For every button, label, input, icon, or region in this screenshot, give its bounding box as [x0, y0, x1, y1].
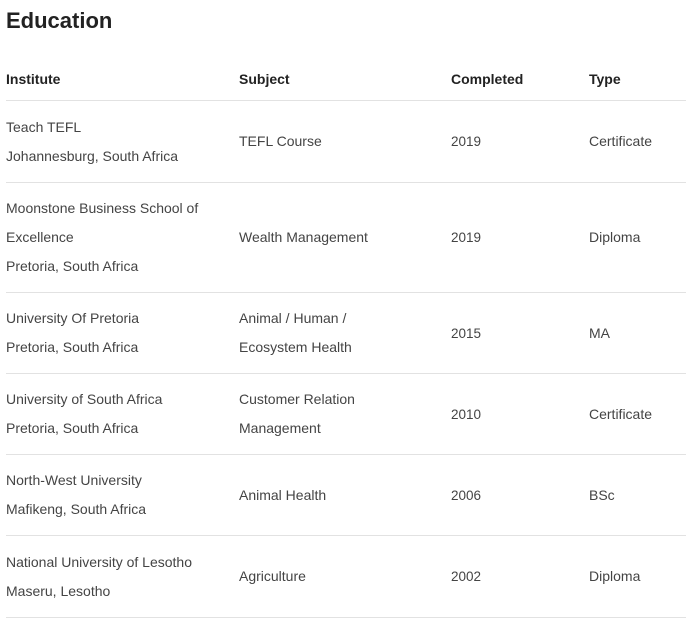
table-row: University of South Africa Pretoria, Sou… — [6, 373, 686, 455]
header-completed: Completed — [451, 58, 589, 101]
type-cell: Certificate — [589, 100, 686, 183]
table-row: National University of Lesotho Maseru, L… — [6, 535, 686, 618]
institute-cell: Teach TEFL Johannesburg, South Africa — [6, 100, 239, 183]
institute-cell: University Of Pretoria Pretoria, South A… — [6, 292, 239, 374]
institute-location: Johannesburg, South Africa — [6, 147, 179, 164]
institute-name: University Of Pretoria — [6, 310, 140, 326]
completed-cell: 2019 — [451, 182, 589, 293]
institute-cell: University of South Africa Pretoria, Sou… — [6, 373, 239, 455]
table-row: North-West University Mafikeng, South Af… — [6, 454, 686, 536]
institute-location: Pretoria, South Africa — [6, 420, 139, 436]
completed-cell: 2006 — [451, 454, 589, 536]
subject-cell: Animal / Human / Ecosystem Health — [239, 292, 451, 374]
completed-cell: 2010 — [451, 373, 589, 455]
subject-cell: Animal Health — [239, 454, 451, 536]
institute-cell: National University of Lesotho Maseru, L… — [6, 535, 239, 618]
header-type: Type — [589, 58, 686, 101]
completed-cell: 2015 — [451, 292, 589, 374]
institute-location: Pretoria, South Africa — [6, 339, 139, 355]
completed-cell: 2019 — [451, 100, 589, 183]
type-cell: MA — [589, 292, 686, 374]
institute-location: Pretoria, South Africa — [6, 258, 139, 274]
page-title: Education — [6, 8, 113, 33]
institute-name: Moonstone Business School of Excellence — [6, 200, 199, 245]
subject-cell: Agriculture — [239, 535, 451, 618]
subject-cell: TEFL Course — [239, 100, 451, 183]
table-header-row: Institute Subject Completed Type — [6, 58, 686, 101]
subject-cell: Customer Relation Management — [239, 373, 451, 455]
header-subject: Subject — [239, 58, 451, 101]
table-row: Moonstone Business School of Excellence … — [6, 182, 686, 293]
institute-name: Teach TEFL — [6, 118, 82, 135]
completed-cell: 2002 — [451, 535, 589, 618]
institute-name: University of South Africa — [6, 391, 163, 407]
institute-name: National University of Lesotho — [6, 553, 192, 570]
institute-name: North-West University — [6, 472, 142, 488]
type-cell: BSc — [589, 454, 686, 536]
type-cell: Diploma — [589, 182, 686, 293]
subject-cell: Wealth Management — [239, 182, 451, 293]
institute-cell: Moonstone Business School of Excellence … — [6, 182, 239, 293]
type-cell: Diploma — [589, 535, 686, 618]
type-cell: Certificate — [589, 373, 686, 455]
table-row: Teach TEFL Johannesburg, South Africa TE… — [6, 100, 686, 183]
institute-cell: North-West University Mafikeng, South Af… — [6, 454, 239, 536]
header-institute: Institute — [6, 58, 239, 101]
table-row: University Of Pretoria Pretoria, South A… — [6, 292, 686, 374]
institute-location: Maseru, Lesotho — [6, 582, 111, 599]
institute-location: Mafikeng, South Africa — [6, 501, 147, 517]
education-table: Institute Subject Completed Type Teach T… — [6, 58, 686, 618]
